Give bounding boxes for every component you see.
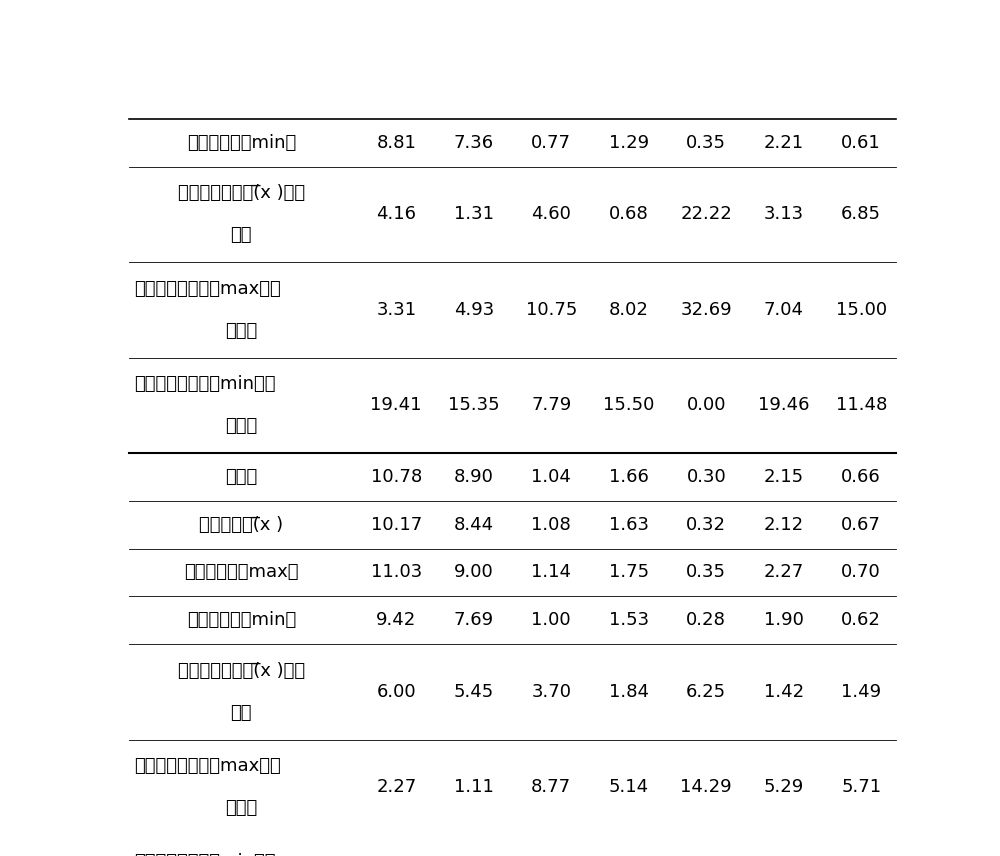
Text: 预测值与实测值(̅x )相对: 预测值与实测值(̅x )相对 [178,184,305,202]
Text: 8.44: 8.44 [454,515,494,533]
Text: 2.27: 2.27 [764,563,804,581]
Text: 6.00: 6.00 [376,683,416,701]
Text: 1.90: 1.90 [764,611,804,629]
Text: 5.45: 5.45 [454,683,494,701]
Text: 1.29: 1.29 [609,134,649,152]
Text: 1.49: 1.49 [841,683,881,701]
Text: 8.81: 8.81 [376,134,416,152]
Text: 8.77: 8.77 [531,778,571,796]
Text: 1.75: 1.75 [609,563,649,581]
Text: 7.79: 7.79 [531,396,571,414]
Text: 5.71: 5.71 [841,778,881,796]
Text: 2.12: 2.12 [764,515,804,533]
Text: 偏差: 偏差 [230,704,252,722]
Text: 0.67: 0.67 [841,515,881,533]
Text: 8.02: 8.02 [609,300,649,318]
Text: 7.04: 7.04 [764,300,804,318]
Text: 预测值与实测值（max）相: 预测值与实测值（max）相 [134,280,281,298]
Text: 15.35: 15.35 [448,396,500,414]
Text: 10.17: 10.17 [371,515,422,533]
Text: 15.00: 15.00 [836,300,887,318]
Text: 7.36: 7.36 [454,134,494,152]
Text: 对偏差: 对偏差 [225,322,257,340]
Text: 1.11: 1.11 [454,778,494,796]
Text: 3.70: 3.70 [531,683,571,701]
Text: 11.48: 11.48 [836,396,887,414]
Text: 预测值与实测值(̅x )相对: 预测值与实测值(̅x )相对 [178,662,305,680]
Text: 6.85: 6.85 [841,205,881,223]
Text: 产品实测值(̅x ): 产品实测值(̅x ) [199,515,283,533]
Text: 1.84: 1.84 [609,683,649,701]
Text: 产品实测值（min）: 产品实测值（min） [187,134,296,152]
Text: 0.28: 0.28 [686,611,726,629]
Text: 0.77: 0.77 [531,134,571,152]
Text: 4.16: 4.16 [376,205,416,223]
Text: 1.42: 1.42 [764,683,804,701]
Text: 8.90: 8.90 [454,468,494,486]
Text: 产品实测值（max）: 产品实测值（max） [184,563,298,581]
Text: 9.00: 9.00 [454,563,494,581]
Text: 0.68: 0.68 [609,205,649,223]
Text: 2.27: 2.27 [376,778,416,796]
Text: 0.35: 0.35 [686,563,726,581]
Text: 0.66: 0.66 [841,468,881,486]
Text: 2.15: 2.15 [764,468,804,486]
Text: 10.78: 10.78 [371,468,422,486]
Text: 2.21: 2.21 [764,134,804,152]
Text: 对偏差: 对偏差 [225,418,257,436]
Text: 0.35: 0.35 [686,134,726,152]
Text: 对偏差: 对偏差 [225,800,257,817]
Text: 19.46: 19.46 [758,396,810,414]
Text: 1.14: 1.14 [531,563,571,581]
Text: 14.29: 14.29 [680,778,732,796]
Text: 0.61: 0.61 [841,134,881,152]
Text: 1.00: 1.00 [531,611,571,629]
Text: 7.69: 7.69 [454,611,494,629]
Text: 0.70: 0.70 [841,563,881,581]
Text: 1.31: 1.31 [454,205,494,223]
Text: 5.29: 5.29 [764,778,804,796]
Text: 0.00: 0.00 [686,396,726,414]
Text: 0.30: 0.30 [686,468,726,486]
Text: 11.03: 11.03 [371,563,422,581]
Text: 9.42: 9.42 [376,611,416,629]
Text: 预测值与实测值（min）相: 预测值与实测值（min）相 [134,853,276,856]
Text: 1.08: 1.08 [531,515,571,533]
Text: 3.13: 3.13 [764,205,804,223]
Text: 0.62: 0.62 [841,611,881,629]
Text: 1.53: 1.53 [609,611,649,629]
Text: 偏差: 偏差 [230,226,252,244]
Text: 预测值: 预测值 [225,468,257,486]
Text: 5.14: 5.14 [609,778,649,796]
Text: 1.63: 1.63 [609,515,649,533]
Text: 预测值与实测值（min）相: 预测值与实测值（min）相 [134,375,276,393]
Text: 4.60: 4.60 [531,205,571,223]
Text: 预测值与实测值（max）相: 预测值与实测值（max）相 [134,758,281,776]
Text: 产品实测值（min）: 产品实测值（min） [187,611,296,629]
Text: 15.50: 15.50 [603,396,654,414]
Text: 1.66: 1.66 [609,468,649,486]
Text: 6.25: 6.25 [686,683,726,701]
Text: 22.22: 22.22 [680,205,732,223]
Text: 1.04: 1.04 [531,468,571,486]
Text: 19.41: 19.41 [370,396,422,414]
Text: 3.31: 3.31 [376,300,416,318]
Text: 0.32: 0.32 [686,515,726,533]
Text: 10.75: 10.75 [526,300,577,318]
Text: 32.69: 32.69 [680,300,732,318]
Text: 4.93: 4.93 [454,300,494,318]
